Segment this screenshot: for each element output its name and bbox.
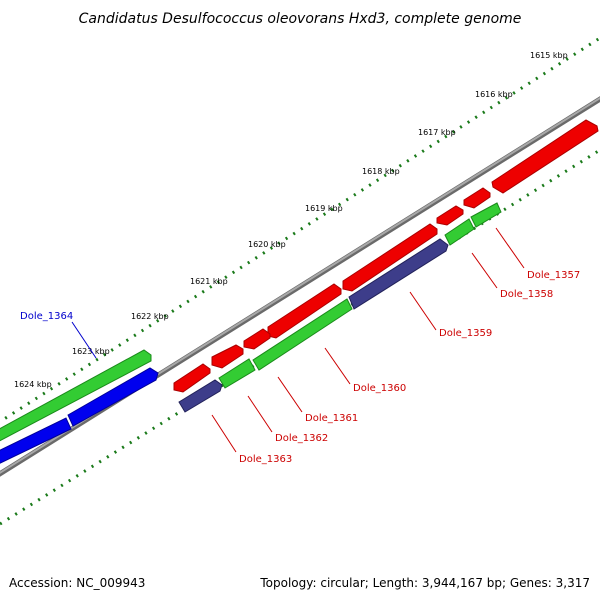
gene-1363b-arrow[interactable] bbox=[173, 363, 211, 393]
genes-green bbox=[0, 202, 502, 446]
gene-1358-arrow[interactable] bbox=[463, 187, 491, 209]
gene-1364-blue-1[interactable] bbox=[67, 367, 159, 427]
forward-genes-red bbox=[173, 119, 599, 393]
gene-1357-arrow[interactable] bbox=[491, 119, 599, 194]
kbp-label: 1617 kbp bbox=[418, 128, 456, 137]
kbp-label: 1621 kbp bbox=[190, 277, 228, 286]
gene-label-dole-1364[interactable]: Dole_1364 bbox=[20, 311, 73, 322]
gene-1363-arrow[interactable] bbox=[211, 344, 244, 369]
gene-label-dole-1360[interactable]: Dole_1360 bbox=[353, 383, 406, 394]
gene-1360-arrow[interactable] bbox=[342, 223, 438, 292]
kbp-label: 1624 kbp bbox=[14, 380, 52, 389]
gene-labels: Dole_1357 Dole_1358 Dole_1359 Dole_1360 … bbox=[20, 270, 580, 465]
gene-label-dole-1358[interactable]: Dole_1358 bbox=[500, 289, 553, 300]
gene-1359-navy[interactable] bbox=[348, 238, 449, 310]
kbp-label: 1619 kbp bbox=[305, 204, 343, 213]
gene-label-dole-1363[interactable]: Dole_1363 bbox=[239, 454, 292, 465]
gene-1357-green[interactable] bbox=[470, 202, 502, 228]
gene-label-dole-1362[interactable]: Dole_1362 bbox=[275, 433, 328, 444]
genes-navy bbox=[178, 238, 449, 413]
kbp-label: 1622 kbp bbox=[131, 312, 169, 321]
kbp-label: 1618 kbp bbox=[362, 167, 400, 176]
gene-1358-green[interactable] bbox=[444, 218, 475, 246]
genes-blue bbox=[0, 367, 159, 468]
gene-1364-blue-2[interactable] bbox=[0, 417, 72, 468]
kbp-label: 1615 kbp bbox=[530, 51, 568, 60]
gene-label-dole-1357[interactable]: Dole_1357 bbox=[527, 270, 580, 281]
topology-summary: Topology: circular; Length: 3,944,167 bp… bbox=[259, 576, 590, 590]
genome-backbone bbox=[0, 96, 600, 477]
kbp-label: 1620 kbp bbox=[248, 240, 286, 249]
gene-label-dole-1361[interactable]: Dole_1361 bbox=[305, 413, 358, 424]
gene-1359-arrow[interactable] bbox=[436, 205, 464, 226]
gene-label-dole-1359[interactable]: Dole_1359 bbox=[439, 328, 492, 339]
ruler-labels: 1615 kbp 1616 kbp 1617 kbp 1618 kbp 1619… bbox=[14, 51, 568, 389]
inner-tick-line bbox=[0, 148, 600, 526]
gene-1360-green[interactable] bbox=[252, 298, 353, 371]
gene-1362-arrow[interactable] bbox=[243, 328, 271, 350]
kbp-label: 1623 kbp bbox=[72, 347, 110, 356]
leader-lines bbox=[71, 227, 525, 453]
accession-text: Accession: NC_009943 bbox=[9, 576, 145, 590]
kbp-label: 1616 kbp bbox=[475, 90, 513, 99]
outer-tick-line bbox=[0, 36, 600, 424]
gene-1364-green[interactable] bbox=[0, 349, 152, 446]
gene-1362-green[interactable] bbox=[218, 358, 256, 389]
gene-1363-navy[interactable] bbox=[178, 379, 223, 413]
map-title: Candidatus Desulfococcus oleovorans Hxd3… bbox=[79, 11, 522, 27]
